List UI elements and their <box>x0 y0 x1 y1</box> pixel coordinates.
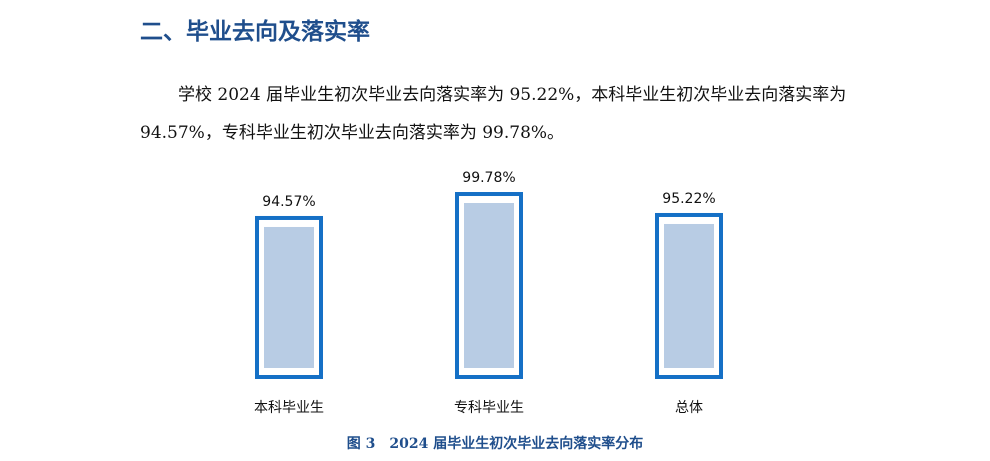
data-label: 94.57% <box>262 194 315 210</box>
bar <box>264 226 314 368</box>
data-label: 99.78% <box>462 170 515 186</box>
bar-outline <box>655 212 723 379</box>
bar <box>664 223 714 368</box>
category-label: 专科毕业生 <box>454 400 524 416</box>
category-label: 本科毕业生 <box>254 400 324 416</box>
data-label: 95.22% <box>662 191 715 207</box>
bar-chart: 94.57% 本科毕业生 99.78% 专科毕业生 95.22% 总体 <box>254 170 723 416</box>
figure-caption: 图 3 2024 届毕业生初次毕业去向落实率分布 <box>346 436 644 452</box>
section-title: 二、毕业去向及落实率 <box>140 19 370 45</box>
category-label: 总体 <box>675 400 703 416</box>
summary-paragraph: 学校 2024 届毕业生初次毕业去向落实率为 95.22%，本科毕业生初次毕业去… <box>140 85 847 143</box>
bar-outline <box>455 192 523 379</box>
bar <box>464 203 514 368</box>
bar-outline <box>255 215 323 379</box>
